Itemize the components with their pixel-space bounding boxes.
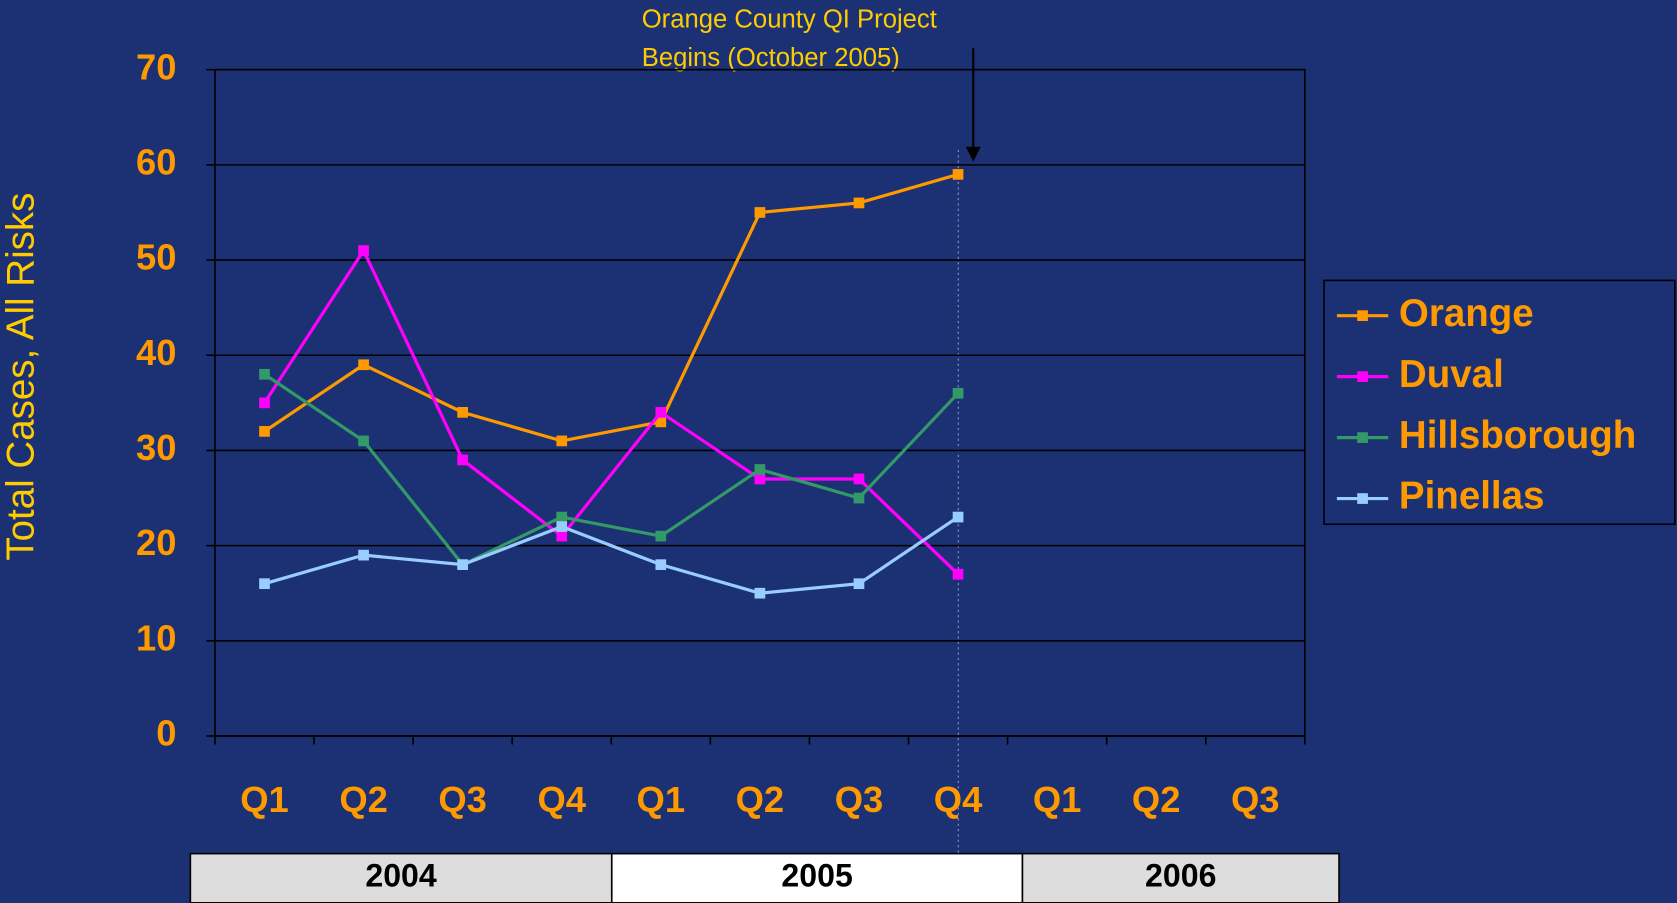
- legend-label: Duval: [1399, 353, 1504, 396]
- group-label: 2005: [781, 858, 852, 894]
- data-point: [853, 492, 865, 504]
- legend-marker: [1357, 310, 1368, 322]
- data-point: [754, 587, 766, 599]
- group-cell: [1021, 852, 1340, 903]
- data-point: [457, 407, 469, 418]
- data-point: [556, 530, 568, 542]
- y-tick-label: 20: [136, 522, 176, 563]
- data-point: [655, 559, 667, 571]
- data-point: [556, 435, 568, 447]
- y-tick-label: 0: [156, 713, 176, 754]
- data-point: [952, 568, 964, 580]
- data-point: [952, 387, 964, 399]
- data-point: [655, 416, 667, 428]
- data-point: [358, 549, 369, 561]
- group-cell: [189, 852, 613, 903]
- y-tick-label: 10: [136, 617, 176, 658]
- data-point: [853, 473, 865, 485]
- legend-marker: [1357, 371, 1368, 382]
- y-axis-label: Total Cases, All Risks: [0, 193, 43, 561]
- legend-label: Hillsborough: [1399, 414, 1636, 457]
- x-tick-label: Q3: [835, 779, 884, 820]
- x-tick-label: Q1: [1033, 779, 1082, 820]
- data-point: [457, 559, 469, 571]
- data-point: [952, 169, 964, 180]
- data-point: [853, 197, 865, 209]
- group-label: 2006: [1145, 858, 1216, 894]
- x-tick-label: Q2: [339, 779, 388, 820]
- data-point: [358, 245, 369, 256]
- x-tick-label: Q2: [736, 779, 785, 820]
- y-tick-label: 70: [136, 46, 176, 87]
- x-tick-label: Q2: [1132, 779, 1181, 820]
- data-point: [556, 511, 568, 523]
- series-line: [263, 247, 960, 576]
- data-point: [457, 454, 469, 466]
- data-point: [853, 578, 865, 590]
- data-point: [259, 368, 270, 380]
- annotation: Begins (October 2005): [642, 44, 900, 72]
- y-tick-label: 60: [136, 141, 176, 182]
- x-tick-label: Q1: [637, 779, 686, 820]
- x-tick-label: Q3: [438, 779, 487, 820]
- data-point: [358, 359, 369, 371]
- data-point: [556, 521, 568, 532]
- x-tick-label: Q4: [934, 779, 983, 820]
- data-point: [259, 578, 270, 590]
- data-point: [259, 426, 270, 437]
- data-point: [259, 397, 270, 409]
- data-point: [754, 464, 766, 475]
- legend-label: Pinellas: [1399, 475, 1545, 518]
- annotation-arrowhead: [965, 146, 981, 162]
- legend-box: [1323, 279, 1676, 526]
- data-point: [952, 511, 964, 523]
- data-point: [358, 435, 369, 447]
- legend-marker: [1357, 432, 1368, 443]
- data-point: [754, 207, 766, 218]
- data-point: [655, 530, 667, 542]
- annotation: Orange County QI Project: [642, 5, 937, 33]
- series-line: [263, 172, 959, 443]
- y-tick-label: 40: [136, 332, 176, 373]
- y-tick-label: 30: [136, 427, 176, 468]
- x-tick-label: Q1: [240, 779, 289, 820]
- data-point: [754, 473, 766, 485]
- group-label: 2004: [365, 858, 437, 894]
- legend-label: Orange: [1399, 292, 1534, 335]
- y-tick-label: 50: [136, 237, 176, 278]
- series-line: [263, 372, 960, 567]
- series-line: [264, 515, 959, 595]
- data-point: [655, 407, 667, 418]
- x-tick-label: Q4: [537, 779, 586, 820]
- legend-marker: [1357, 493, 1368, 504]
- x-tick-label: Q3: [1231, 779, 1280, 820]
